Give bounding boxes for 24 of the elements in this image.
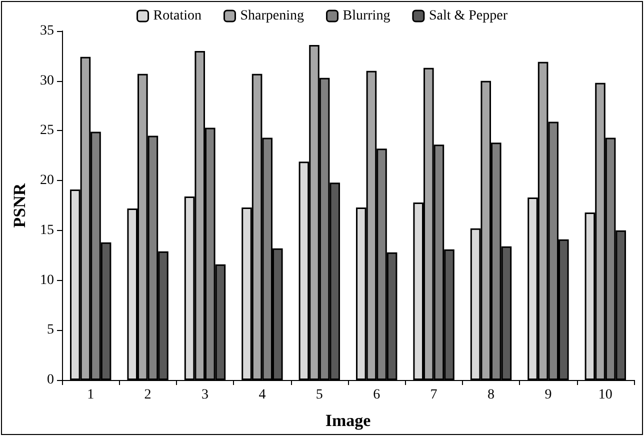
x-axis-title: Image bbox=[325, 411, 372, 430]
y-tick-label: 10 bbox=[40, 272, 54, 288]
x-tick-label: 6 bbox=[373, 388, 380, 402]
y-tick-label: 25 bbox=[40, 123, 54, 138]
y-axis-title: PSNR bbox=[10, 182, 29, 228]
x-tick-label: 9 bbox=[544, 388, 552, 402]
y-tick-label: 20 bbox=[40, 173, 54, 188]
y-tick-label: 15 bbox=[40, 222, 54, 238]
y-tick-label: 5 bbox=[47, 322, 54, 338]
x-tick-label: 3 bbox=[202, 388, 208, 402]
x-tick-label: 10 bbox=[598, 388, 612, 402]
y-tick-label: 30 bbox=[40, 73, 54, 88]
legend-label: Sharpening bbox=[240, 8, 304, 24]
y-tick-label: 35 bbox=[40, 24, 54, 38]
x-tick-label: 5 bbox=[316, 388, 323, 402]
legend-label: Salt & Pepper bbox=[428, 8, 508, 24]
x-tick-label: 8 bbox=[488, 388, 494, 402]
legend-label: Blurring bbox=[342, 8, 390, 24]
legend-label: Rotation bbox=[153, 8, 202, 24]
x-tick-label: 1 bbox=[87, 388, 94, 402]
x-tick-label: 7 bbox=[430, 388, 438, 402]
x-tick-label: 2 bbox=[144, 388, 152, 402]
y-tick-label: 0 bbox=[47, 372, 54, 388]
x-tick-label: 4 bbox=[258, 388, 266, 402]
